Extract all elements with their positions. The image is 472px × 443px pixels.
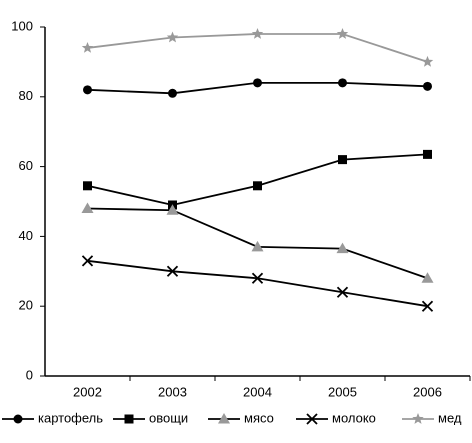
legend-label: молоко: [332, 410, 376, 425]
marker: [336, 242, 349, 254]
series-line: [87, 33, 428, 63]
marker: [218, 413, 230, 424]
y-tick-label: 0: [26, 367, 33, 382]
x-tick-label: 2005: [328, 384, 357, 399]
marker: [421, 300, 434, 312]
marker: [81, 255, 94, 267]
marker: [124, 414, 134, 424]
marker: [336, 27, 349, 39]
marker: [423, 149, 432, 159]
marker: [421, 55, 434, 67]
legend-label: мед: [438, 410, 462, 425]
marker: [306, 413, 318, 425]
marker: [412, 413, 424, 424]
marker: [338, 155, 347, 165]
legend-label: картофель: [38, 410, 103, 425]
marker: [81, 202, 94, 213]
marker: [338, 78, 347, 88]
marker: [336, 286, 349, 298]
marker: [253, 181, 262, 191]
y-tick-label: 100: [11, 18, 33, 33]
marker: [13, 414, 23, 424]
marker: [251, 27, 264, 39]
series-line: [87, 153, 428, 206]
marker: [83, 181, 92, 191]
legend-label: мясо: [244, 410, 274, 425]
marker: [423, 81, 432, 91]
x-tick-label: 2003: [158, 384, 187, 399]
x-tick-label: 2006: [413, 384, 442, 399]
y-tick-label: 80: [19, 88, 33, 103]
marker: [421, 272, 434, 283]
marker: [166, 204, 179, 215]
marker: [166, 31, 179, 43]
x-tick-label: 2004: [243, 384, 272, 399]
y-tick-label: 40: [19, 228, 33, 243]
marker: [253, 78, 262, 88]
marker: [83, 85, 92, 95]
marker: [168, 88, 177, 98]
y-tick-label: 60: [19, 158, 33, 173]
x-tick-label: 2002: [73, 384, 102, 399]
y-tick-label: 20: [19, 298, 33, 313]
marker: [251, 272, 264, 284]
legend-label: овощи: [149, 410, 188, 425]
marker: [81, 41, 94, 53]
marker: [251, 240, 264, 252]
marker: [166, 265, 179, 277]
series-line: [87, 259, 428, 308]
